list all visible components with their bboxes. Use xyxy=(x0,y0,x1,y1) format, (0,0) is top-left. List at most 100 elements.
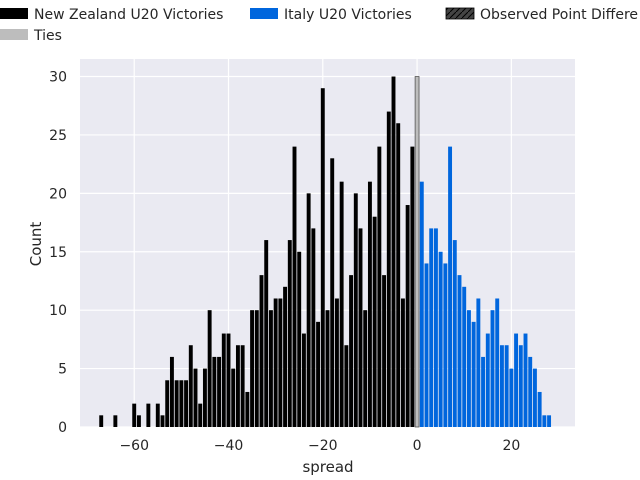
x-tick-label: −60 xyxy=(119,438,149,454)
bar xyxy=(514,333,519,427)
bar xyxy=(240,345,245,427)
bar xyxy=(542,415,547,427)
y-tick-labels: 0 5 10 15 20 25 30 xyxy=(49,70,67,436)
bar xyxy=(99,415,104,427)
bar xyxy=(136,415,141,427)
bar xyxy=(165,380,170,427)
bar xyxy=(481,356,486,427)
legend-swatch xyxy=(0,8,28,19)
bar xyxy=(259,275,264,427)
bar xyxy=(339,181,344,427)
bar xyxy=(509,368,514,427)
bar xyxy=(311,228,316,427)
x-tick-label: −40 xyxy=(214,438,244,454)
bar xyxy=(448,146,453,427)
y-tick-label: 15 xyxy=(49,245,67,261)
legend-label: Ties xyxy=(33,28,62,44)
bar xyxy=(301,333,306,427)
bar xyxy=(495,298,500,427)
bar xyxy=(283,286,288,427)
bar xyxy=(438,251,443,427)
bar xyxy=(410,146,415,427)
bar xyxy=(202,368,207,427)
legend-swatch xyxy=(445,7,475,20)
bars xyxy=(99,76,552,428)
x-axis-label: spread xyxy=(302,458,353,476)
legend-label: New Zealand U20 Victories xyxy=(34,7,223,23)
bar xyxy=(250,310,255,427)
bar xyxy=(231,368,236,427)
bar xyxy=(504,345,509,427)
y-tick-label: 30 xyxy=(49,70,67,86)
bar xyxy=(207,310,212,427)
legend-label: Observed Point Differe xyxy=(480,7,638,23)
bar xyxy=(372,216,377,427)
bar xyxy=(466,310,471,427)
bar xyxy=(433,228,438,427)
bar xyxy=(457,275,462,427)
bar xyxy=(160,415,165,427)
bar xyxy=(528,356,533,427)
x-tick-label: 20 xyxy=(502,438,520,454)
bar xyxy=(462,286,467,427)
bar xyxy=(532,368,537,427)
bar xyxy=(264,240,269,427)
bar xyxy=(382,275,387,427)
legend-swatch xyxy=(250,8,278,19)
bar xyxy=(235,345,240,427)
bar xyxy=(405,205,410,427)
bar xyxy=(367,181,372,427)
x-tick-label: 0 xyxy=(413,438,422,454)
bar xyxy=(485,333,490,427)
y-tick-label: 5 xyxy=(58,362,67,378)
y-tick-label: 25 xyxy=(49,128,67,144)
bar xyxy=(132,403,137,427)
bar xyxy=(273,298,278,427)
bar xyxy=(320,88,325,427)
bar xyxy=(386,111,391,428)
bar xyxy=(414,76,420,428)
bar xyxy=(358,228,363,427)
bar xyxy=(217,356,222,427)
bar xyxy=(377,146,382,427)
bar xyxy=(537,391,542,427)
bar xyxy=(363,310,368,427)
bar xyxy=(518,345,523,427)
bar xyxy=(353,193,358,427)
bar xyxy=(188,345,193,427)
legend: New Zealand U20 Victories Italy U20 Victo… xyxy=(0,7,638,44)
bar xyxy=(391,76,396,428)
bar xyxy=(169,356,174,427)
legend-swatch xyxy=(0,29,28,40)
bar xyxy=(287,240,292,427)
bar xyxy=(292,146,297,427)
bar xyxy=(429,228,434,427)
bar xyxy=(547,415,552,427)
bar xyxy=(297,251,302,427)
y-axis-label: Count xyxy=(27,222,45,267)
bar xyxy=(113,415,118,427)
bar xyxy=(245,391,250,427)
bar xyxy=(419,181,424,427)
bar xyxy=(424,263,429,427)
bar xyxy=(349,275,354,427)
bar xyxy=(334,298,339,427)
bar xyxy=(278,298,283,427)
bar xyxy=(476,298,481,427)
bar xyxy=(400,298,405,427)
bar xyxy=(184,380,189,427)
bar xyxy=(193,368,198,427)
bar xyxy=(330,158,335,428)
bar xyxy=(499,345,504,427)
bar xyxy=(221,333,226,427)
y-tick-label: 0 xyxy=(58,420,67,436)
bar xyxy=(198,403,203,427)
bar xyxy=(523,333,528,427)
bar xyxy=(174,380,179,427)
bar xyxy=(344,345,349,427)
bar xyxy=(471,321,476,427)
bar xyxy=(316,321,321,427)
x-tick-labels: −60 −40 −20 0 20 xyxy=(119,438,520,454)
bar xyxy=(325,310,330,427)
